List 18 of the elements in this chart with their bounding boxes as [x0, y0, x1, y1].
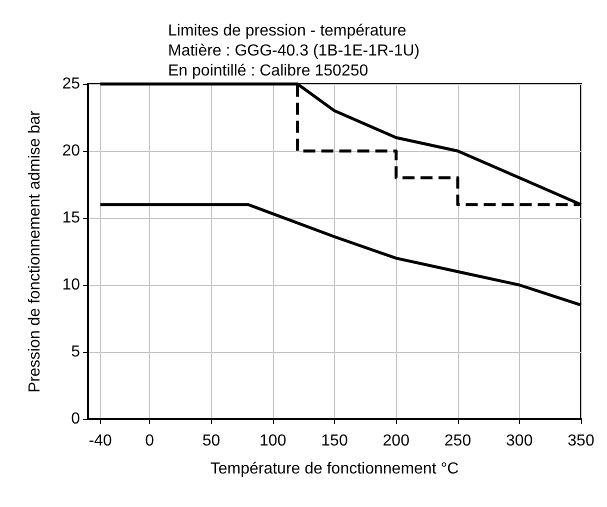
- x-tick-label: 0: [145, 432, 154, 450]
- y-axis-title: Pression de fonctionnement admise bar: [26, 110, 44, 392]
- y-tick-label: 10: [62, 276, 80, 294]
- x-tick-label: 150: [321, 432, 348, 450]
- x-tick-label: 100: [260, 432, 286, 450]
- y-tick-label: 15: [62, 210, 80, 226]
- x-tick-label: 200: [382, 432, 410, 450]
- y-tick-label: 20: [62, 142, 80, 160]
- chart-title: Limites de pression - température Matière : GGG-40.3 (1B-1E-1R-1U) En pointillé : Calibre 150250: [168, 22, 420, 80]
- x-tick-label: 350: [568, 432, 594, 450]
- y-tick-label: 0: [71, 410, 80, 428]
- x-tick-label: 50: [202, 432, 220, 450]
- x-tick-label: 300: [506, 432, 533, 450]
- x-tick-label: -40: [88, 432, 112, 450]
- x-axis-title: Température de fonctionnement °C: [210, 460, 459, 478]
- x-tick-label: 250: [444, 432, 472, 450]
- y-tick-label: 5: [71, 344, 80, 360]
- y-tick-label: 25: [62, 76, 80, 92]
